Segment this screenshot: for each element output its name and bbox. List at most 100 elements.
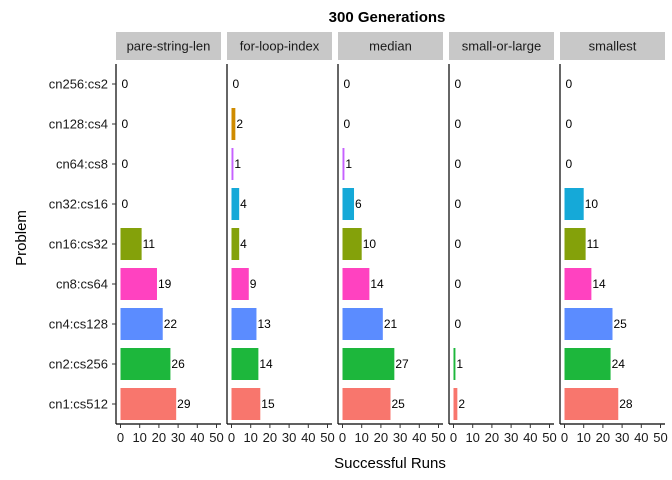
- data-label: 9: [250, 277, 257, 291]
- data-label: 0: [455, 197, 462, 211]
- data-label: 0: [344, 117, 351, 131]
- data-label: 0: [455, 117, 462, 131]
- x-tick-label: 30: [615, 430, 629, 445]
- x-tick-label: 30: [282, 430, 296, 445]
- bar: [564, 268, 592, 300]
- bar: [231, 268, 249, 300]
- strip-background: [449, 32, 554, 60]
- x-tick-label: 20: [152, 430, 166, 445]
- x-tick-label: 40: [301, 430, 315, 445]
- data-label: 1: [345, 157, 352, 171]
- bar: [342, 268, 370, 300]
- x-tick-label: 0: [339, 430, 346, 445]
- x-tick-label: 20: [374, 430, 388, 445]
- bar: [564, 188, 584, 220]
- x-tick-label: 20: [596, 430, 610, 445]
- data-label: 0: [122, 117, 129, 131]
- bar: [564, 388, 619, 420]
- data-label: 2: [458, 397, 465, 411]
- data-label: 15: [261, 397, 275, 411]
- bar: [453, 348, 456, 380]
- y-tick-label: cn32:cs16: [49, 197, 108, 212]
- x-tick-label: 10: [465, 430, 479, 445]
- data-label: 0: [566, 117, 573, 131]
- x-tick-label: 10: [354, 430, 368, 445]
- data-label: 11: [143, 237, 156, 251]
- strip-label: median: [369, 39, 412, 54]
- data-label: 28: [619, 397, 633, 411]
- x-tick-label: 30: [393, 430, 407, 445]
- x-tick-label: 10: [243, 430, 257, 445]
- x-axis-title: Successful Runs: [334, 455, 446, 472]
- data-label: 1: [234, 157, 241, 171]
- x-tick-label: 10: [132, 430, 146, 445]
- strip-background: [116, 32, 221, 60]
- data-label: 4: [240, 237, 247, 251]
- data-label: 0: [233, 77, 240, 91]
- strip-label: smallest: [589, 39, 637, 54]
- data-label: 0: [122, 197, 129, 211]
- x-tick-label: 0: [117, 430, 124, 445]
- data-label: 0: [122, 157, 129, 171]
- bar: [120, 268, 157, 300]
- strip-background: [227, 32, 332, 60]
- bar: [342, 348, 395, 380]
- y-axis: cn1:cs512 cn2:cs256 cn4:cs128 cn8:cs64 cn16:…: [49, 77, 116, 412]
- chart-title: 300 Generations: [329, 9, 446, 26]
- bar: [120, 348, 171, 380]
- x-tick-label: 50: [431, 430, 445, 445]
- data-label: 4: [240, 197, 247, 211]
- data-label: 0: [455, 317, 462, 331]
- bar: [564, 308, 613, 340]
- bar: [120, 388, 177, 420]
- x-tick-label: 50: [209, 430, 223, 445]
- bar: [231, 108, 236, 140]
- bar: [453, 388, 458, 420]
- x-tick-label: 0: [228, 430, 235, 445]
- x-tick-label: 20: [485, 430, 499, 445]
- data-label: 26: [171, 357, 185, 371]
- data-label: 21: [384, 317, 398, 331]
- x-tick-label: 30: [171, 430, 185, 445]
- bar: [564, 348, 611, 380]
- x-tick-label: 50: [542, 430, 556, 445]
- bar: [231, 388, 261, 420]
- data-label: 0: [122, 77, 129, 91]
- x-tick-label: 30: [504, 430, 518, 445]
- data-label: 14: [259, 357, 273, 371]
- data-label: 0: [455, 237, 462, 251]
- strip-background: [338, 32, 443, 60]
- bar: [231, 348, 259, 380]
- y-tick-label: cn16:cs32: [49, 237, 108, 252]
- bar: [342, 308, 383, 340]
- data-label: 14: [370, 277, 384, 291]
- panel: smallest 28 24 25 14 11 10 0 0 0 0 10 20 30 40 50: [559, 32, 668, 445]
- data-label: 27: [395, 357, 409, 371]
- y-tick-label: cn64:cs8: [56, 157, 108, 172]
- data-label: 29: [177, 397, 191, 411]
- bar: [564, 228, 586, 260]
- strip-background: [560, 32, 665, 60]
- strip-label: small-or-large: [462, 39, 541, 54]
- y-tick-label: cn1:cs512: [49, 397, 108, 412]
- data-label: 25: [392, 397, 406, 411]
- y-tick-label: cn2:cs256: [49, 357, 108, 372]
- strip-label: for-loop-index: [240, 39, 320, 54]
- y-tick-label: cn256:cs2: [49, 77, 108, 92]
- panel: pare-string-len 29 26 22 19 11 0 0 0 0 0 10 20 30 40 50: [115, 32, 224, 445]
- data-label: 6: [355, 197, 362, 211]
- data-label: 0: [344, 77, 351, 91]
- data-label: 0: [455, 77, 462, 91]
- data-label: 19: [158, 277, 172, 291]
- x-tick-label: 10: [576, 430, 590, 445]
- bar: [342, 388, 391, 420]
- data-label: 0: [455, 157, 462, 171]
- data-label: 11: [587, 237, 600, 251]
- x-tick-label: 40: [523, 430, 537, 445]
- bar: [120, 228, 142, 260]
